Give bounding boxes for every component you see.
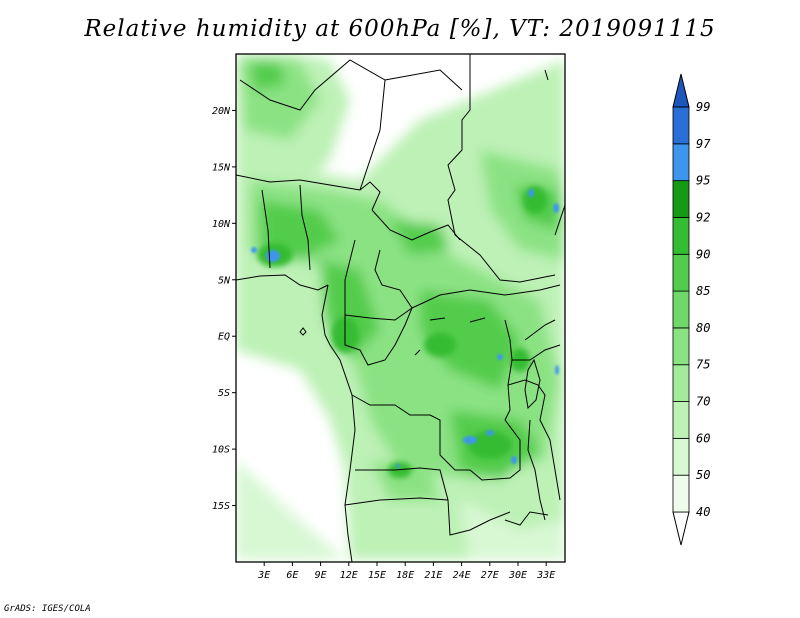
plot-frame xyxy=(235,53,566,563)
map-title: Relative humidity at 600hPa [%], VT: 201… xyxy=(84,16,716,42)
colorbar-bin xyxy=(672,143,690,182)
lon-tick-label: 21E xyxy=(424,570,442,581)
colorbar-label: 85 xyxy=(696,284,710,298)
colorbar-bin xyxy=(672,327,690,366)
humidity-field xyxy=(236,54,565,562)
latitude-axis: 20N 15N 10N 5N EQ 5S 10S 15S xyxy=(212,106,236,512)
colorbar-bin xyxy=(672,180,690,218)
lon-tick-label: 9E xyxy=(315,570,327,581)
lat-tick-label: 5N xyxy=(218,275,231,286)
credit-text: GrADS: IGES/COLA xyxy=(4,604,91,614)
colorbar-label: 40 xyxy=(696,505,710,519)
lat-tick-label: 15N xyxy=(212,162,231,173)
colorbar-bin xyxy=(672,253,690,292)
country-borders xyxy=(236,54,565,562)
colorbar-bin xyxy=(672,437,690,476)
colorbar-label: 75 xyxy=(696,358,710,372)
colorbar-bin xyxy=(672,401,690,439)
colorbar: 40 50 60 70 75 80 85 90 92 95 97 99 xyxy=(672,73,711,546)
colorbar-bin xyxy=(672,364,690,402)
colorbar-label: 95 xyxy=(696,174,710,188)
colorbar-label: 80 xyxy=(696,321,710,335)
lon-tick-label: 27E xyxy=(481,570,499,581)
lat-tick-label: 5S xyxy=(218,388,230,399)
colorbar-label: 50 xyxy=(696,468,710,482)
colorbar-bin xyxy=(672,106,690,145)
colorbar-label: 90 xyxy=(696,247,710,261)
colorbar-label: 70 xyxy=(696,395,710,409)
lat-tick-label: 10N xyxy=(212,219,231,230)
colorbar-bin xyxy=(672,290,690,329)
colorbar-label: 99 xyxy=(696,100,710,114)
colorbar-bin xyxy=(672,511,690,546)
lat-tick-label: EQ xyxy=(218,332,230,343)
lon-tick-label: 6E xyxy=(286,570,298,581)
lon-tick-label: 15E xyxy=(368,570,386,581)
colorbar-label: 97 xyxy=(696,137,711,151)
lon-tick-label: 18E xyxy=(396,570,414,581)
lat-tick-label: 15S xyxy=(212,501,230,512)
longitude-axis: 3E 6E 9E 12E 15E 18E 21E 24E 27E 30E 33E xyxy=(257,562,555,581)
colorbar-label: 92 xyxy=(696,210,710,224)
lon-tick-label: 33E xyxy=(536,570,555,581)
lon-tick-label: 3E xyxy=(257,570,270,581)
lon-tick-label: 12E xyxy=(340,570,358,581)
colorbar-label: 60 xyxy=(696,431,710,445)
lat-tick-label: 10S xyxy=(212,445,230,456)
lon-tick-label: 30E xyxy=(508,570,527,581)
colorbar-bin xyxy=(672,217,690,255)
lat-tick-label: 20N xyxy=(212,106,231,117)
lon-tick-label: 24E xyxy=(453,570,471,581)
colorbar-bin xyxy=(672,474,690,513)
colorbar-bin xyxy=(672,73,690,108)
